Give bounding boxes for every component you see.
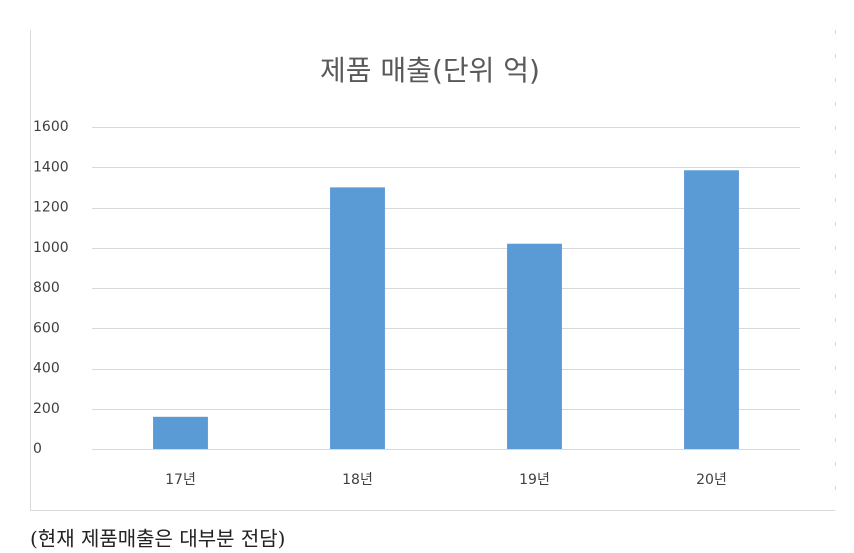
- bar: [330, 187, 385, 449]
- bar: [684, 170, 739, 450]
- x-tick-label: 18년: [342, 472, 373, 488]
- y-tick-label: 200: [33, 401, 60, 417]
- x-tick-label: 20년: [696, 472, 727, 488]
- y-tick-label: 400: [33, 361, 60, 377]
- y-tick-label: 1200: [33, 200, 69, 216]
- y-tick-label: 800: [33, 280, 60, 296]
- x-tick-label: 19년: [519, 472, 550, 488]
- bar: [507, 243, 562, 449]
- y-tick-label: 1600: [33, 119, 69, 135]
- y-tick-label: 600: [33, 320, 60, 336]
- bar: [153, 416, 208, 449]
- chart-title: 제품 매출(단위 억): [320, 54, 540, 87]
- x-tick-label: 17년: [165, 472, 196, 488]
- y-tick-label: 1400: [33, 159, 69, 175]
- y-tick-label: 0: [33, 441, 42, 457]
- caption: (현재 제품매출은 대부분 전담): [30, 527, 285, 551]
- y-tick-label: 1000: [33, 240, 69, 256]
